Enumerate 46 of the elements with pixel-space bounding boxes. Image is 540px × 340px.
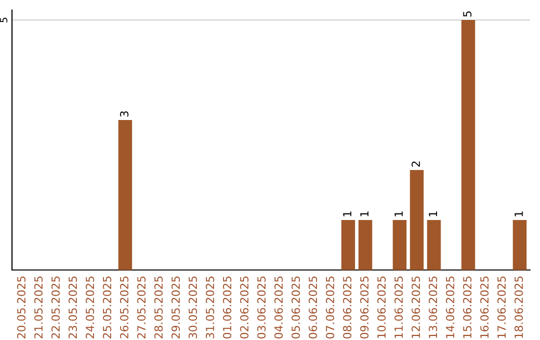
x-tick-label: 17.06.2025 [497,276,506,338]
x-tick-label: 14.06.2025 [446,276,454,338]
bar [341,220,356,270]
data-label: 1 [394,211,403,216]
x-tick-label: 24.05.2025 [86,276,94,338]
data-label: 2 [412,162,420,167]
bar [427,220,441,270]
x-tick-label: 01.06.2025 [222,276,232,338]
data-label: 1 [360,211,368,216]
x-tick-label: 12.06.2025 [412,276,420,338]
x-tick-label: 22.05.2025 [51,276,60,338]
x-tick-label: 04.06.2025 [274,276,283,338]
x-tick-label: 09.06.2025 [360,276,369,338]
bar [392,220,407,270]
x-tick-label: 16.06.2025 [480,276,489,338]
x-tick-label: 07.06.2025 [326,276,334,338]
bar [512,220,527,270]
x-tick-label: 02.06.2025 [240,276,248,338]
x-tick-label: 28.05.2025 [154,276,163,338]
x-tick-label: 30.05.2025 [188,276,198,338]
data-label: 3 [120,111,128,117]
x-tick-label: 26.05.2025 [120,276,128,338]
x-tick-label: 29.05.2025 [171,276,180,338]
x-tick-label: 10.06.2025 [377,276,386,338]
x-tick-label: 06.06.2025 [308,276,318,338]
x-tick-label: 18.06.2025 [514,276,523,338]
x-tick-label: 20.05.2025 [17,276,26,338]
x-tick-label: 08.06.2025 [343,276,352,338]
x-tick-label: 13.06.2025 [428,276,438,338]
x-tick-label: 03.06.2025 [257,276,266,338]
bar [358,220,372,270]
data-label: 1 [514,211,523,216]
x-tick-label: 11.06.2025 [394,276,403,338]
bar [410,170,424,270]
data-label: 1 [428,211,438,216]
x-tick-label: 05.06.2025 [292,276,300,338]
bar [461,20,476,270]
x-tick-label: 15.06.2025 [463,276,472,338]
x-tick-label: 21.05.2025 [34,276,43,338]
x-tick-label: 25.05.2025 [102,276,112,338]
x-tick-label: 27.05.2025 [137,276,146,338]
data-label: 1 [343,211,352,216]
bar [118,120,132,270]
x-tick-label: 31.05.2025 [206,276,214,338]
x-tick-label: 23.05.2025 [68,276,77,338]
data-label: 5 [463,11,472,17]
